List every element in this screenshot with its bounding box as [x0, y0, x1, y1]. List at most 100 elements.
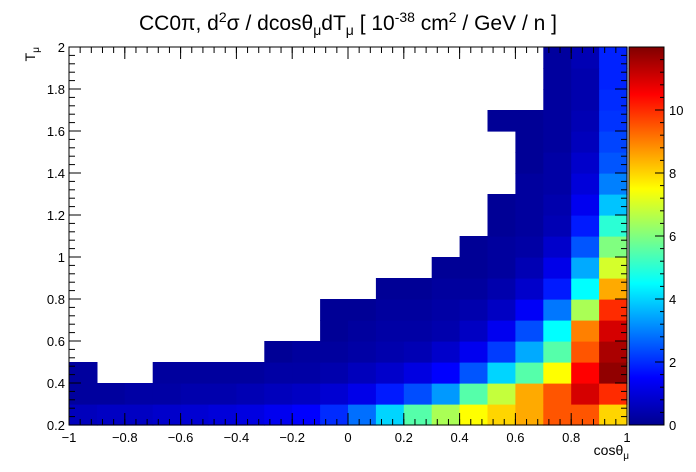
- heatmap-cell: [599, 131, 628, 153]
- chart-title: CC0π, d2σ / dcosθμdTμ [ 10-38 cm2 / GeV …: [139, 9, 557, 38]
- heatmap-cell: [515, 278, 544, 300]
- heatmap-cell: [543, 152, 572, 174]
- z-tick-label: 6: [669, 229, 676, 244]
- heatmap-cell: [459, 341, 489, 363]
- heatmap-cell: [571, 47, 600, 69]
- heatmap-cell: [264, 341, 293, 363]
- title-sub: μ: [313, 22, 321, 38]
- heatmap-cell: [543, 110, 572, 132]
- title-part: / GeV / n ]: [457, 12, 557, 35]
- x-axis-label: cosθμ: [594, 442, 630, 462]
- x-tick-label: −0.8: [112, 430, 138, 445]
- heatmap-cell: [124, 404, 154, 426]
- heatmap-cell: [236, 383, 265, 405]
- heatmap-cell: [431, 278, 461, 300]
- heatmap-cell: [375, 320, 405, 342]
- heatmap-cell: [515, 194, 544, 216]
- heatmap-cell: [208, 362, 237, 384]
- heatmap-cell: [599, 173, 628, 195]
- heatmap-cell: [459, 278, 489, 300]
- heatmap-cell: [208, 383, 237, 405]
- heatmap-cell: [320, 404, 349, 426]
- heatmap-cell: [599, 89, 628, 111]
- x-tick-label: 0.6: [506, 430, 524, 445]
- heatmap-cell: [320, 383, 349, 405]
- title-part: CC0π, d: [139, 12, 219, 35]
- heatmap-cell: [69, 404, 98, 426]
- heatmap-cell: [487, 320, 516, 342]
- heatmap-cell: [571, 341, 600, 363]
- y-tick-label: 1.6: [47, 124, 65, 139]
- heatmap-cell: [571, 320, 600, 342]
- heatmap-cell: [96, 404, 126, 426]
- heatmap-cell: [515, 110, 544, 132]
- heatmap-cell: [543, 47, 572, 69]
- heatmap-cell: [543, 362, 572, 384]
- heatmap-cell: [571, 89, 600, 111]
- y-tick-label: 0.2: [47, 418, 65, 433]
- y-tick-label: 1.8: [47, 82, 65, 97]
- heatmap-cell: [599, 152, 628, 174]
- y-tick-label: 0.6: [47, 334, 65, 349]
- heatmap-cell: [515, 299, 544, 321]
- heatmap-cell: [599, 236, 628, 258]
- heatmap-cell: [515, 236, 544, 258]
- heatmap-cell: [459, 299, 489, 321]
- heatmap-cell: [487, 110, 516, 132]
- heatmap-cell: [487, 278, 516, 300]
- heatmap-cell: [152, 383, 182, 405]
- x-tick-label: −1: [62, 430, 77, 445]
- heatmap-cell: [571, 278, 600, 300]
- heatmap-cell: [599, 299, 628, 321]
- heatmap-cell: [487, 257, 516, 279]
- heatmap-cell: [543, 194, 572, 216]
- z-tick-label: 0: [669, 418, 676, 433]
- heatmap-cell: [599, 47, 628, 69]
- heatmap-cell: [599, 362, 628, 384]
- y-tick-label: 0.4: [47, 376, 65, 391]
- heatmap-cell: [487, 404, 516, 426]
- y-axis: 0.2 0.4 0.6 0.8 1 1.2 1.4 1.6 1.8 2: [47, 40, 627, 433]
- heatmap-cell: [208, 404, 237, 426]
- heatmap-cell: [599, 68, 628, 90]
- heatmap-cell: [543, 278, 572, 300]
- x-tick-label: −0.6: [168, 430, 194, 445]
- heatmap-cell: [571, 173, 600, 195]
- heatmap-cell: [599, 341, 628, 363]
- heatmap-cell: [571, 152, 600, 174]
- heatmap-cell: [431, 383, 461, 405]
- heatmap-cell: [320, 320, 349, 342]
- heatmap-cell: [264, 404, 293, 426]
- heatmap-cell: [292, 404, 321, 426]
- heatmap-cell: [571, 215, 600, 237]
- title-sup: -38: [395, 9, 415, 25]
- heatmap-cell: [459, 236, 489, 258]
- heatmap-cell: [375, 299, 405, 321]
- heatmap-cell: [487, 194, 516, 216]
- heatmap-cell: [487, 215, 516, 237]
- heatmap-cell: [320, 299, 349, 321]
- heatmap-cell: [348, 383, 377, 405]
- heatmap-cell: [431, 299, 461, 321]
- heatmap-cell: [152, 362, 182, 384]
- x-tick-label: 1: [623, 430, 630, 445]
- heatmap-cell: [543, 320, 572, 342]
- title-part: σ / dcosθ: [227, 12, 314, 35]
- heatmap-cell: [403, 320, 433, 342]
- heatmap-cell: [431, 320, 461, 342]
- heatmap-cell: [599, 278, 628, 300]
- heatmap-cell: [543, 173, 572, 195]
- heatmap-cell: [375, 341, 405, 363]
- heatmap-cell: [599, 194, 628, 216]
- heatmap-cell: [543, 299, 572, 321]
- heatmap-cell: [348, 362, 377, 384]
- heatmap-cell: [599, 320, 628, 342]
- heatmap-cell: [320, 362, 349, 384]
- heatmap-cell: [69, 383, 98, 405]
- heatmap-cell: [599, 215, 628, 237]
- x-tick-label: 0.4: [451, 430, 469, 445]
- heatmap-cell: [543, 404, 572, 426]
- heatmap-cell: [375, 362, 405, 384]
- heatmap-cell: [403, 383, 433, 405]
- heatmap-cell: [599, 383, 628, 405]
